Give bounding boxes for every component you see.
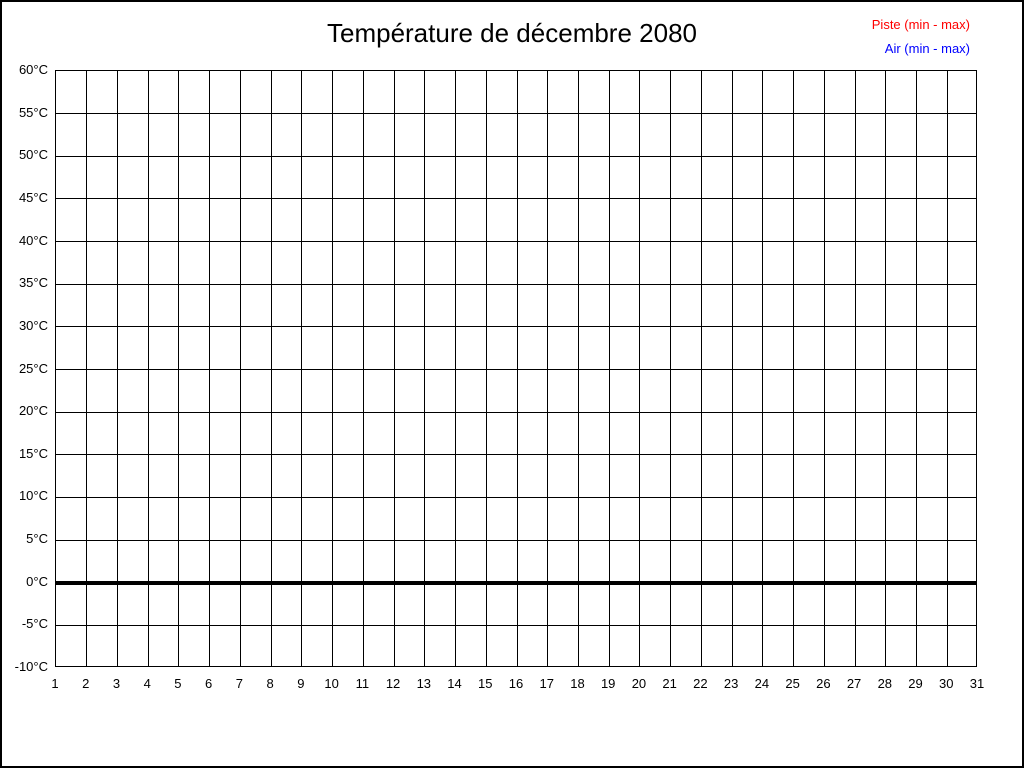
gridline-horizontal (56, 155, 976, 157)
x-axis-label: 20 (631, 676, 647, 691)
y-axis-label: -5°C (21, 616, 48, 632)
y-axis-label: 25°C (18, 360, 48, 376)
chart-title: Température de décembre 2080 (326, 18, 697, 48)
gridline-vertical (639, 71, 641, 666)
gridline-horizontal (56, 369, 976, 370)
x-axis-label: 3 (112, 676, 121, 691)
gridline-vertical (424, 71, 426, 666)
x-axis-label: 31 (969, 676, 985, 691)
x-axis-label: 29 (908, 676, 923, 691)
y-axis-label: 40°C (18, 232, 48, 248)
x-axis-label: 28 (877, 676, 893, 691)
y-axis-label: 50°C (18, 147, 48, 163)
x-axis-label: 18 (570, 676, 585, 691)
gridline-vertical (393, 71, 395, 666)
gridline-vertical (762, 71, 764, 666)
x-axis-label: 11 (355, 676, 370, 691)
x-axis-label: 14 (447, 676, 462, 691)
gridline-vertical (116, 71, 118, 666)
gridline-vertical (239, 71, 241, 666)
x-axis-label: 25 (785, 676, 800, 691)
gridline-vertical (793, 71, 795, 666)
x-axis-label: 9 (297, 676, 305, 691)
gridline-vertical (547, 71, 549, 666)
gridline-vertical (209, 71, 211, 666)
x-axis-label: 26 (816, 676, 831, 691)
gridline-vertical (86, 71, 88, 666)
x-axis-label: 8 (266, 676, 274, 691)
gridline-vertical (946, 71, 948, 666)
x-axis-label: 5 (174, 676, 182, 691)
y-axis-label: -10°C (14, 659, 48, 674)
gridline-vertical (362, 71, 364, 666)
x-axis-label: 13 (416, 676, 432, 691)
y-axis-label: 55°C (18, 104, 48, 120)
x-axis-label: 19 (600, 676, 616, 691)
gridline-horizontal (56, 624, 976, 626)
y-axis-label: 30°C (18, 317, 48, 333)
x-axis-label: 12 (385, 676, 401, 691)
x-axis-label: 30 (939, 676, 954, 691)
legend-item-air: Air (min - max) (884, 41, 970, 56)
y-axis-label: 35°C (18, 275, 48, 291)
x-axis-label: 10 (324, 676, 339, 691)
gridline-horizontal (56, 198, 976, 200)
gridline-vertical (854, 71, 856, 666)
gridline-vertical (485, 71, 487, 666)
gridline-horizontal (56, 241, 976, 243)
y-axis-label: 15°C (18, 445, 48, 461)
x-axis-label: 4 (143, 676, 151, 691)
gridline-vertical (178, 71, 180, 666)
y-axis-label: 45°C (18, 189, 48, 205)
gridline-horizontal (56, 283, 976, 285)
x-axis-label: 27 (846, 676, 862, 691)
x-axis-label: 6 (205, 676, 213, 691)
gridline-horizontal (56, 496, 976, 498)
x-axis-label: 24 (754, 676, 770, 691)
plot-area (55, 70, 977, 667)
gridline-vertical (731, 71, 733, 666)
x-axis-label: 16 (508, 676, 524, 691)
y-axis-label: 20°C (18, 403, 48, 419)
zero-degree-line (56, 580, 976, 585)
gridline-vertical (577, 71, 579, 666)
gridline-horizontal (56, 454, 976, 456)
legend: Piste (min - max) Air (min - max) (872, 13, 970, 61)
y-axis-label: 0°C (26, 573, 48, 589)
x-axis-label: 21 (662, 676, 677, 691)
x-axis-label: 1 (51, 676, 59, 691)
gridline-horizontal (56, 539, 976, 541)
y-axis-label: 60°C (18, 62, 48, 77)
x-axis-label: 7 (235, 676, 243, 691)
gridline-vertical (301, 71, 303, 666)
gridline-vertical (147, 71, 149, 666)
gridline-vertical (270, 71, 272, 666)
x-axis-label: 22 (693, 676, 708, 691)
x-axis-label: 23 (723, 676, 739, 691)
y-axis-label: 5°C (26, 531, 48, 547)
gridline-vertical (700, 71, 702, 666)
gridline-vertical (516, 71, 518, 666)
gridline-vertical (608, 71, 610, 666)
y-axis-label: 10°C (18, 488, 48, 504)
x-axis-label: 17 (539, 676, 554, 691)
gridline-vertical (670, 71, 672, 666)
gridline-vertical (916, 71, 918, 666)
legend-item-piste: Piste (min - max) (871, 17, 970, 32)
gridline-horizontal (56, 411, 976, 413)
x-axis-label: 15 (478, 676, 493, 691)
gridline-vertical (823, 71, 825, 666)
gridline-vertical (332, 71, 334, 666)
x-axis-label: 2 (82, 676, 90, 691)
gridline-vertical (455, 71, 457, 666)
gridline-horizontal (56, 326, 976, 328)
gridline-horizontal (56, 113, 976, 115)
gridline-vertical (885, 71, 887, 666)
